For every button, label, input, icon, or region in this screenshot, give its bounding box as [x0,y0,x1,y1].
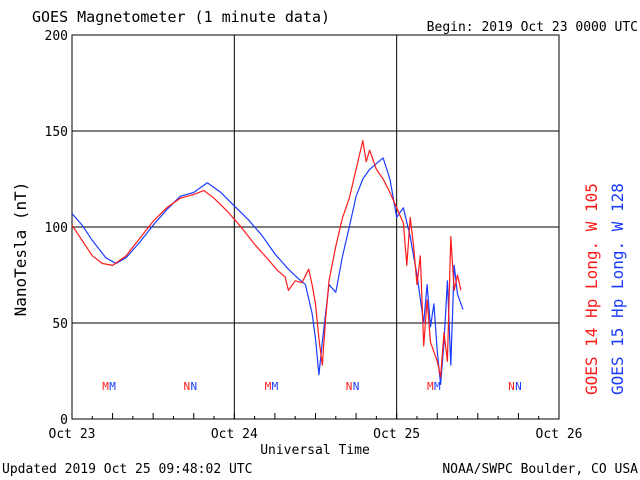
x-axis-label: Universal Time [260,443,370,458]
series-line-goes14 [71,140,462,378]
legend-goes14: GOES 14 Hp Long. W 105 [582,183,601,395]
x-tick-label: Oct 25 [373,427,420,442]
y-tick-label: 200 [45,29,68,44]
marker-n: N [508,380,515,393]
marker-n: N [353,380,360,393]
marker-m: M [109,380,116,393]
axis-ticks: 0 50 100 150 200 Oct 23 Oct 24 Oct 25 Oct 26 [45,29,583,442]
data-source: NOAA/SWPC Boulder, CO USA [442,462,638,477]
marker-m: M [272,380,279,393]
marker-n: N [190,380,197,393]
series-line-goes15 [71,157,464,385]
legend-goes15: GOES 15 Hp Long. W 128 [608,183,627,395]
y-tick-label: 100 [45,221,68,236]
marker-m: M [427,380,434,393]
marker-n: N [183,380,190,393]
updated-timestamp: Updated 2019 Oct 25 09:48:02 UTC [2,462,252,477]
marker-m: M [102,380,109,393]
chart-title: GOES Magnetometer (1 minute data) [32,8,330,26]
marker-m: M [265,380,272,393]
x-tick-label: Oct 23 [49,427,96,442]
marker-m: M [434,380,441,393]
x-tick-label: Oct 26 [536,427,583,442]
plot-grid [71,34,560,420]
series-lines [71,140,464,385]
marker-n: N [346,380,353,393]
y-tick-label: 0 [60,413,68,428]
y-tick-label: 150 [45,125,68,140]
y-axis-label: NanoTesla (nT) [11,182,30,317]
begin-time: Begin: 2019 Oct 23 0000 UTC [427,20,638,35]
y-tick-label: 50 [52,317,68,332]
x-tick-label: Oct 24 [211,427,258,442]
marker-n: N [515,380,522,393]
